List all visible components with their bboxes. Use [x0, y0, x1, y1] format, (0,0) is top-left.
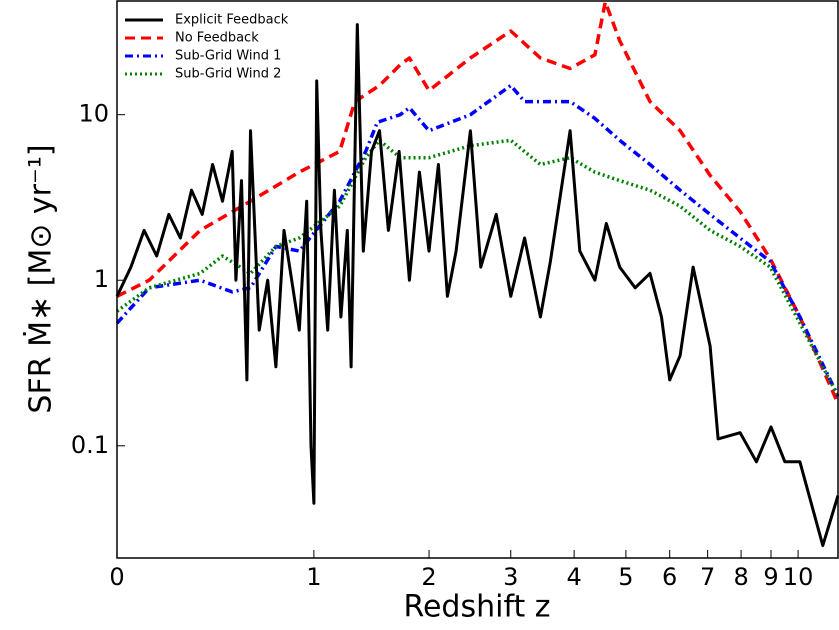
series-line — [115, 83, 839, 397]
series-line — [115, 23, 839, 547]
x-tick-label: 9 — [763, 563, 778, 591]
x-tick-label: 0 — [109, 563, 124, 591]
legend-label: Explicit Feedback — [175, 13, 289, 28]
legend-label: No Feedback — [175, 31, 259, 46]
x-tick-label: 5 — [618, 563, 633, 591]
legend-label: Sub-Grid Wind 1 — [175, 49, 281, 64]
x-tick-label: 4 — [566, 563, 581, 591]
y-tick-label: 10 — [78, 100, 109, 128]
y-tick-label: 1 — [94, 265, 109, 293]
y-axis-label: SFR Ṁ∗ [M⊙ yr⁻¹] — [23, 144, 59, 413]
legend-label: Sub-Grid Wind 2 — [175, 67, 281, 82]
x-tick-label: 8 — [733, 563, 748, 591]
x-tick-label: 10 — [783, 563, 814, 591]
x-tick-label: 1 — [306, 563, 321, 591]
x-tick-label: 7 — [700, 563, 715, 591]
series-line — [115, 138, 839, 397]
x-tick-label: 6 — [662, 563, 677, 591]
series-line — [116, 0, 839, 405]
x-axis-label: Redshift z — [403, 590, 550, 625]
y-tick-label: 0.1 — [71, 431, 109, 459]
plot-frame — [116, 0, 839, 559]
x-tick-label: 2 — [421, 563, 436, 591]
x-tick-label: 3 — [503, 563, 518, 591]
